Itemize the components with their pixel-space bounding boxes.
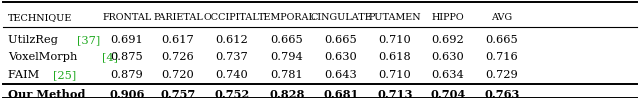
Text: 0.710: 0.710 [378, 35, 412, 45]
Text: 0.630: 0.630 [431, 52, 465, 62]
Text: PUTAMEN: PUTAMEN [369, 13, 421, 22]
Text: 0.665: 0.665 [270, 35, 303, 45]
Text: 0.665: 0.665 [485, 35, 518, 45]
Text: 0.612: 0.612 [215, 35, 248, 45]
Text: 0.828: 0.828 [269, 89, 305, 100]
Text: 0.879: 0.879 [110, 70, 143, 80]
Text: 0.692: 0.692 [431, 35, 465, 45]
Text: 0.704: 0.704 [430, 89, 466, 100]
Text: UtilzReg: UtilzReg [8, 35, 61, 45]
Text: 0.906: 0.906 [109, 89, 145, 100]
Text: 0.726: 0.726 [161, 52, 195, 62]
Text: CINGULATE: CINGULATE [310, 13, 372, 22]
Text: HIPPO: HIPPO [432, 13, 464, 22]
Text: 0.643: 0.643 [324, 70, 358, 80]
Text: PARIETAL: PARIETAL [153, 13, 203, 22]
Text: 0.794: 0.794 [270, 52, 303, 62]
Text: 0.781: 0.781 [270, 70, 303, 80]
Text: 0.691: 0.691 [110, 35, 143, 45]
Text: 0.713: 0.713 [377, 89, 413, 100]
Text: [25]: [25] [52, 70, 76, 80]
Text: 0.665: 0.665 [324, 35, 358, 45]
Text: [37]: [37] [77, 35, 100, 45]
Text: [4]: [4] [102, 52, 118, 62]
Text: 0.752: 0.752 [214, 89, 250, 100]
Text: 0.737: 0.737 [215, 52, 248, 62]
Text: AVG: AVG [491, 13, 513, 22]
Text: 0.630: 0.630 [324, 52, 358, 62]
Text: 0.716: 0.716 [485, 52, 518, 62]
Text: 0.729: 0.729 [485, 70, 518, 80]
Text: FRONTAL: FRONTAL [102, 13, 151, 22]
Text: OCCIPITAL: OCCIPITAL [204, 13, 260, 22]
Text: 0.710: 0.710 [378, 70, 412, 80]
Text: 0.763: 0.763 [484, 89, 520, 100]
Text: 0.618: 0.618 [378, 52, 412, 62]
Text: TECHNIQUE: TECHNIQUE [8, 13, 72, 22]
Text: 0.757: 0.757 [160, 89, 196, 100]
Text: 0.720: 0.720 [161, 70, 195, 80]
Text: 0.617: 0.617 [161, 35, 195, 45]
Text: 0.740: 0.740 [215, 70, 248, 80]
Text: TEMPORAL: TEMPORAL [258, 13, 316, 22]
Text: 0.875: 0.875 [110, 52, 143, 62]
Text: 0.681: 0.681 [323, 89, 359, 100]
Text: FAIM: FAIM [8, 70, 42, 80]
Text: 0.634: 0.634 [431, 70, 465, 80]
Text: VoxelMorph: VoxelMorph [8, 52, 81, 62]
Text: Our Method: Our Method [8, 89, 85, 100]
